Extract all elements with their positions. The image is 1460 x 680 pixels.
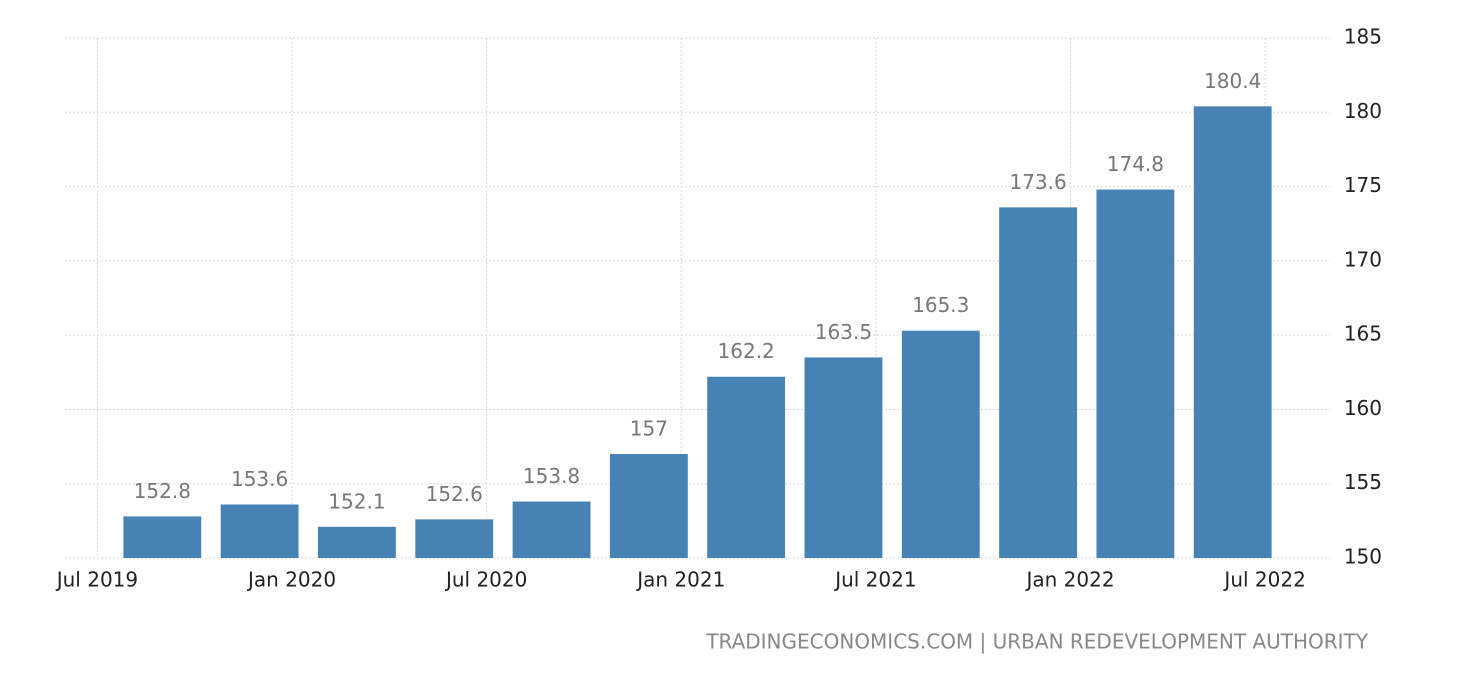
value-label: 174.8 bbox=[1107, 152, 1164, 176]
bar bbox=[707, 376, 786, 558]
value-label: 165.3 bbox=[912, 293, 969, 317]
bar bbox=[318, 526, 396, 558]
value-label: 152.1 bbox=[328, 489, 385, 513]
value-label: 152.6 bbox=[426, 482, 483, 506]
y-tick-label: 150 bbox=[1344, 545, 1382, 569]
value-label: 157 bbox=[630, 417, 668, 441]
y-tick-label: 160 bbox=[1344, 396, 1382, 420]
x-tick-label: Jul 2020 bbox=[444, 568, 527, 592]
bar bbox=[901, 330, 980, 558]
y-tick-label: 170 bbox=[1344, 247, 1382, 271]
value-label: 153.8 bbox=[523, 464, 580, 488]
value-label: 163.5 bbox=[815, 320, 872, 344]
value-label: 180.4 bbox=[1204, 69, 1261, 93]
y-tick-label: 155 bbox=[1344, 470, 1382, 494]
value-label: 173.6 bbox=[1009, 170, 1066, 194]
x-tick-label: Jul 2019 bbox=[55, 568, 138, 592]
value-label: 152.8 bbox=[134, 479, 191, 503]
x-tick-label: Jan 2022 bbox=[1024, 568, 1114, 592]
bar bbox=[220, 504, 299, 558]
bar bbox=[415, 519, 494, 558]
y-tick-label: 165 bbox=[1344, 322, 1382, 346]
bar bbox=[804, 357, 883, 558]
bar bbox=[1193, 106, 1272, 558]
x-tick-label: Jan 2021 bbox=[635, 568, 725, 592]
value-label: 153.6 bbox=[231, 467, 288, 491]
x-tick-label: Jul 2021 bbox=[833, 568, 916, 592]
y-tick-label: 175 bbox=[1344, 173, 1382, 197]
y-tick-label: 180 bbox=[1344, 99, 1382, 123]
bar bbox=[123, 516, 202, 558]
value-label: 162.2 bbox=[718, 339, 775, 363]
source: TRADINGECONOMICS.COM | URBAN REDEVELOPME… bbox=[705, 630, 1369, 654]
x-tick-label: Jul 2022 bbox=[1222, 568, 1305, 592]
y-tick-label: 185 bbox=[1344, 25, 1382, 49]
bar bbox=[999, 207, 1077, 558]
bar bbox=[609, 454, 688, 558]
x-tick-label: Jan 2020 bbox=[246, 568, 336, 592]
bar bbox=[1096, 189, 1175, 559]
bar bbox=[512, 501, 591, 558]
